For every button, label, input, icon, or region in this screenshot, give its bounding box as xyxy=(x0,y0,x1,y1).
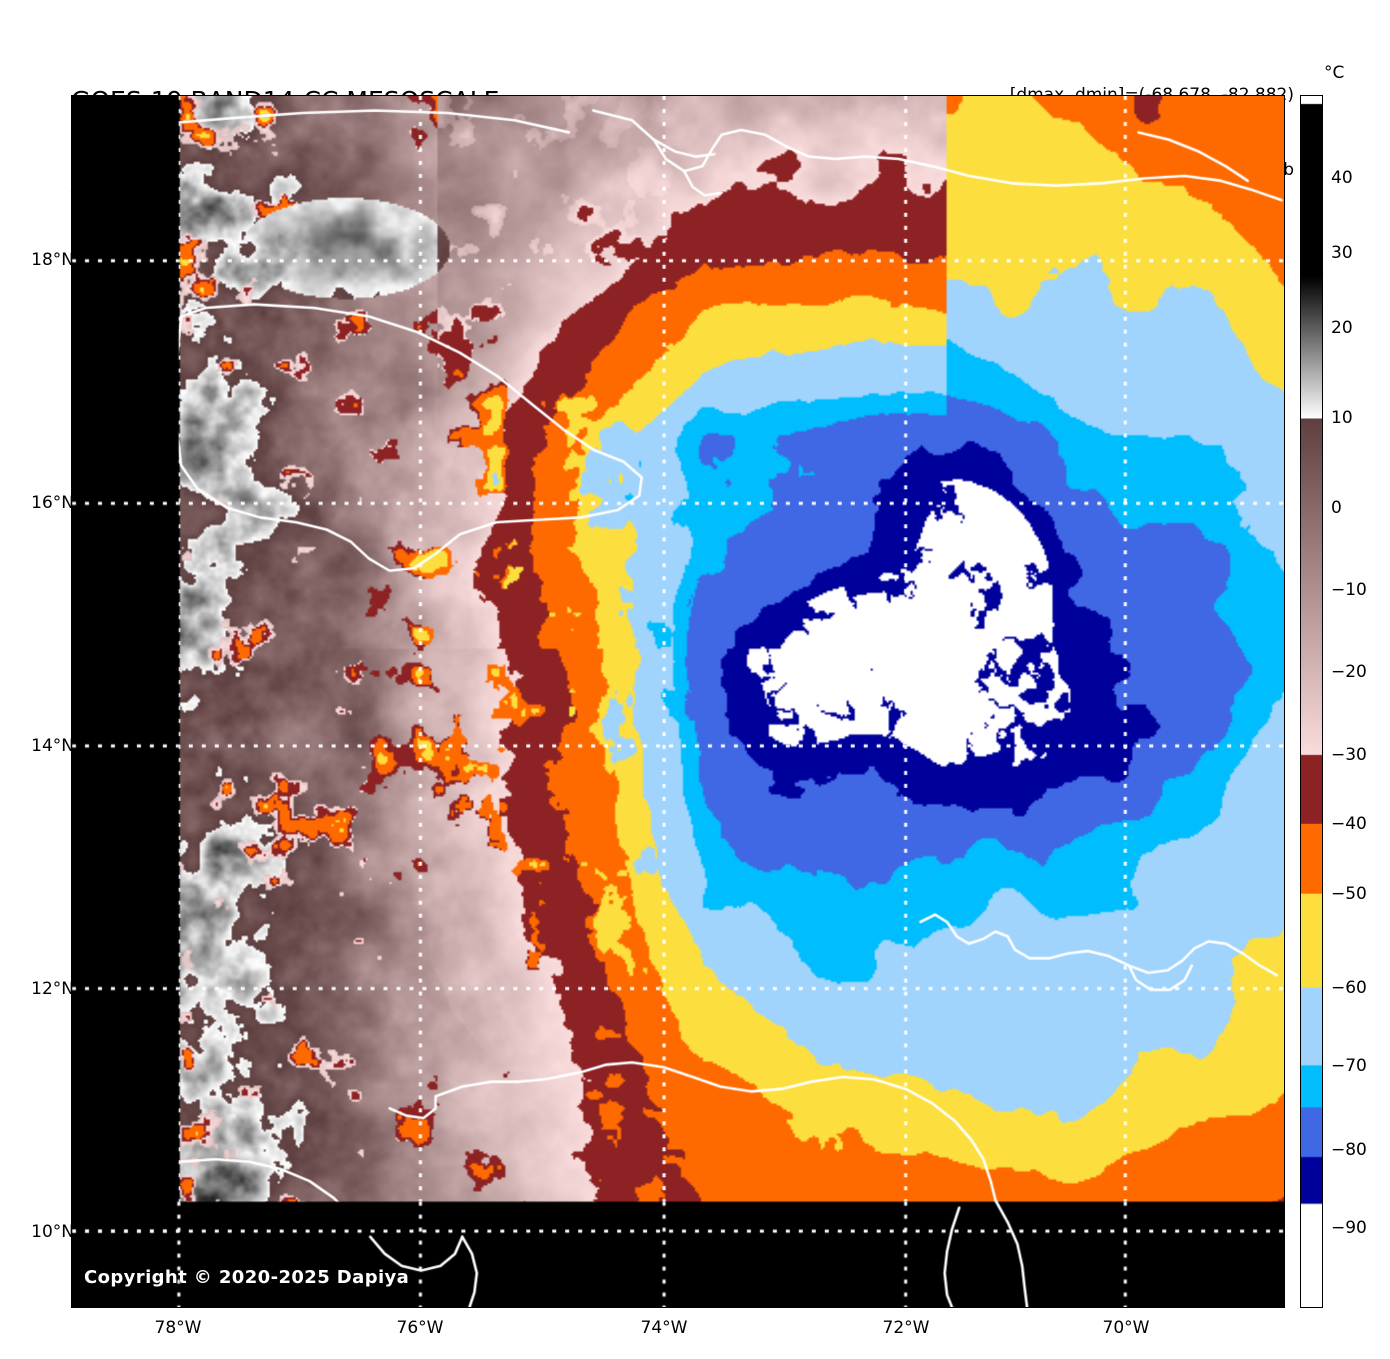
temperature-colorbar xyxy=(1300,95,1323,1308)
colorbar-tick-label: −10 xyxy=(1331,580,1367,600)
x-axis-tick-label: 78°W xyxy=(154,1318,202,1338)
colorbar-tick-label: −40 xyxy=(1331,814,1367,834)
colorbar-tick-label: −20 xyxy=(1331,662,1367,682)
satellite-image-plot: Copyright © 2020-2025 Dapiya xyxy=(71,95,1285,1308)
y-axis-tick-label: 14°N xyxy=(31,736,74,756)
y-axis-tick-label: 16°N xyxy=(31,493,74,513)
colorbar-tick-label: −30 xyxy=(1331,745,1367,765)
colorbar-canvas xyxy=(1301,96,1322,1307)
colorbar-tick-label: −50 xyxy=(1331,884,1367,904)
colorbar-tick-label: −60 xyxy=(1331,978,1367,998)
colorbar-tick-label: 0 xyxy=(1331,498,1342,518)
x-axis-tick-label: 76°W xyxy=(396,1318,444,1338)
gridlines-and-coastlines-overlay xyxy=(72,96,1284,1307)
copyright-notice: Copyright © 2020-2025 Dapiya xyxy=(84,1267,410,1288)
colorbar-tick-label: 10 xyxy=(1331,408,1353,428)
colorbar-tick-label: 30 xyxy=(1331,243,1353,263)
colorbar-tick-label: 20 xyxy=(1331,318,1353,338)
colorbar-tick-label: −70 xyxy=(1331,1056,1367,1076)
x-axis-tick-label: 70°W xyxy=(1102,1318,1150,1338)
y-axis-tick-label: 18°N xyxy=(31,250,74,270)
y-axis-tick-label: 10°N xyxy=(31,1222,74,1242)
colorbar-tick-label: −80 xyxy=(1331,1140,1367,1160)
colorbar-units-label: °C xyxy=(1324,63,1345,83)
x-axis-tick-label: 74°W xyxy=(640,1318,688,1338)
y-axis-tick-label: 12°N xyxy=(31,979,74,999)
x-axis-tick-label: 72°W xyxy=(882,1318,930,1338)
colorbar-tick-label: −90 xyxy=(1331,1218,1367,1238)
colorbar-tick-label: 40 xyxy=(1331,168,1353,188)
